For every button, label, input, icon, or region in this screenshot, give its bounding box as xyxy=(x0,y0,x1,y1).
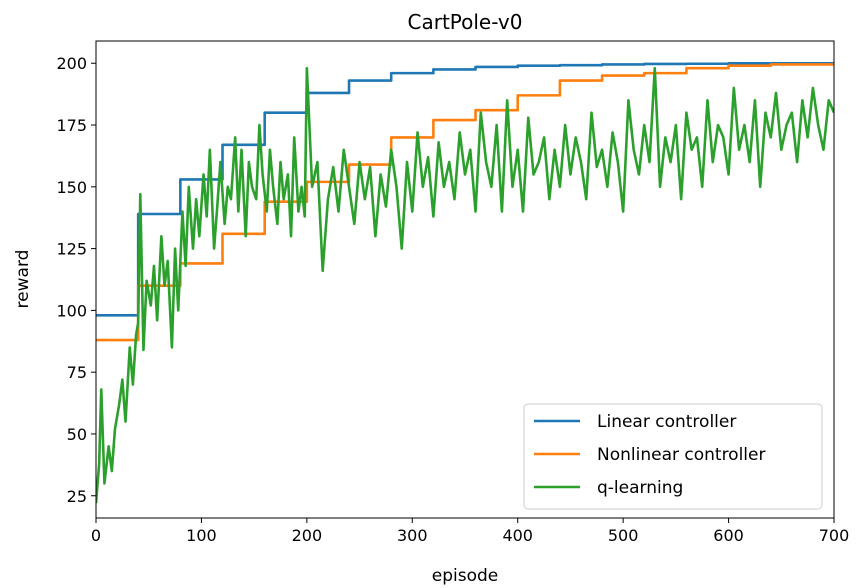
x-axis: 0 100 200 300 400 500 600 700 xyxy=(91,518,849,545)
y-tick-label: 175 xyxy=(56,116,87,135)
series-line-q-learning xyxy=(96,66,834,504)
x-tick-label: 400 xyxy=(502,526,533,545)
y-tick-label: 50 xyxy=(67,425,87,444)
y-tick-label: 100 xyxy=(56,301,87,320)
y-axis: 25 50 75 100 125 150 175 200 xyxy=(56,54,96,506)
x-tick-label: 500 xyxy=(608,526,639,545)
y-tick-label: 25 xyxy=(67,487,87,506)
series-layer xyxy=(96,61,834,504)
y-axis-label: reward xyxy=(13,250,33,309)
y-tick-label: 75 xyxy=(67,363,87,382)
chart-title: CartPole-v0 xyxy=(408,10,523,34)
x-axis-label: episode xyxy=(432,566,498,586)
y-tick-label: 125 xyxy=(56,240,87,259)
x-tick-label: 300 xyxy=(397,526,428,545)
x-tick-label: 100 xyxy=(186,526,217,545)
series-line-nonlinear-controller xyxy=(96,63,834,342)
x-tick-label: 200 xyxy=(292,526,323,545)
series-line-linear-controller xyxy=(96,61,834,317)
legend: Linear controller Nonlinear controller q-l… xyxy=(523,403,823,510)
legend-label: Nonlinear controller xyxy=(597,445,765,465)
legend-box xyxy=(523,403,823,510)
y-tick-label: 200 xyxy=(56,54,87,73)
x-tick-label: 0 xyxy=(91,526,101,545)
plot-frame xyxy=(95,40,835,519)
x-tick-label: 700 xyxy=(819,526,850,545)
y-tick-label: 150 xyxy=(56,178,87,197)
x-tick-label: 600 xyxy=(713,526,744,545)
legend-label: Linear controller xyxy=(597,412,736,432)
legend-label: q-learning xyxy=(597,478,683,498)
